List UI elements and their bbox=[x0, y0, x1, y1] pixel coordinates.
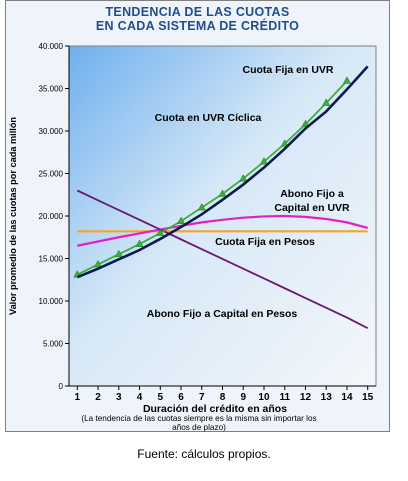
series-line-2 bbox=[76, 65, 369, 279]
series-label-cuota-uvr-ciclica: Cuota en UVR Cíclica bbox=[155, 112, 262, 124]
y-tick-label: 0 bbox=[59, 382, 64, 391]
x-tick-label: 3 bbox=[116, 392, 122, 403]
x-tick-label: 10 bbox=[258, 392, 270, 403]
x-tick-label: 9 bbox=[240, 392, 246, 403]
series-label-abono-pesos: Abono Fijo a Capital en Pesos bbox=[147, 308, 298, 320]
y-tick-label: 25.000 bbox=[39, 170, 64, 179]
series-1-marker bbox=[218, 189, 227, 197]
chart-title-line-1: TENDENCIA DE LAS CUOTAS bbox=[105, 5, 290, 19]
y-tick-label: 30.000 bbox=[39, 127, 64, 136]
y-tick-label: 10.000 bbox=[39, 297, 64, 306]
x-tick-label: 4 bbox=[137, 392, 143, 403]
y-tick-label: 20.000 bbox=[39, 212, 64, 221]
series-line-5 bbox=[76, 189, 369, 330]
x-tick-label: 12 bbox=[300, 392, 312, 403]
y-tick-label: 5.000 bbox=[43, 340, 64, 349]
series-1-marker bbox=[94, 259, 103, 268]
source-caption: Fuente: cálculos propios. bbox=[137, 447, 271, 461]
series-label-cuota-fija-uvr: Cuota Fija en UVR bbox=[242, 64, 333, 76]
series-1-marker bbox=[259, 157, 269, 165]
x-tick-label: 13 bbox=[321, 392, 333, 403]
x-tick-label: 5 bbox=[157, 392, 163, 403]
series-1-marker bbox=[156, 228, 165, 236]
x-tick-label: 8 bbox=[220, 392, 226, 403]
x-axis-title: Duración del crédito en años bbox=[143, 403, 287, 415]
y-tick-label: 35.000 bbox=[39, 85, 64, 94]
series-1-marker bbox=[322, 98, 331, 106]
y-tick-label: 40.000 bbox=[39, 42, 64, 51]
series-1-marker bbox=[135, 239, 144, 247]
series-1-marker bbox=[197, 202, 206, 211]
plot-area bbox=[68, 45, 377, 387]
y-tick-label: 15.000 bbox=[39, 255, 64, 264]
series-1-marker bbox=[280, 139, 289, 147]
series-1-marker bbox=[176, 216, 186, 224]
y-axis-title: Valor promedio de las cuotas por cada mi… bbox=[8, 117, 18, 315]
line-chart: 0 5.000 10.000 15.000 20.000 25.000 30.000 35.0… bbox=[8, 42, 377, 415]
x-axis-note-line-1: (La tendencia de las cuotas siempre es l… bbox=[81, 414, 317, 423]
series-label-abono-uvr-line-1: Abono Fijo a bbox=[280, 188, 344, 200]
x-tick-label: 7 bbox=[199, 392, 205, 403]
series-line-3 bbox=[77, 214, 368, 247]
series-label-cuota-fija-pesos: Cuota Fija en Pesos bbox=[215, 236, 315, 248]
series-1-marker bbox=[114, 249, 123, 258]
x-tick-label: 15 bbox=[362, 392, 374, 403]
series-1-marker bbox=[239, 174, 248, 182]
chart-title: TENDENCIA DE LAS CUOTAS EN CADA SISTEMA … bbox=[6, 5, 389, 33]
x-axis-note-line-2: años de plazo) bbox=[172, 423, 226, 432]
x-axis-note: (La tendencia de las cuotas siempre es l… bbox=[14, 414, 384, 432]
x-tick-label: 1 bbox=[75, 392, 81, 403]
series-1-marker bbox=[342, 76, 351, 84]
series-line-1 bbox=[76, 80, 348, 276]
series-label-abono-uvr-line-2: Capital en UVR bbox=[274, 202, 350, 214]
x-tick-label: 11 bbox=[279, 392, 290, 403]
x-tick-label: 2 bbox=[95, 392, 101, 403]
chart-title-line-2: EN CADA SISTEMA DE CRÉDITO bbox=[95, 19, 300, 33]
x-tick-label: 6 bbox=[178, 392, 184, 403]
x-tick-label: 14 bbox=[341, 392, 353, 403]
